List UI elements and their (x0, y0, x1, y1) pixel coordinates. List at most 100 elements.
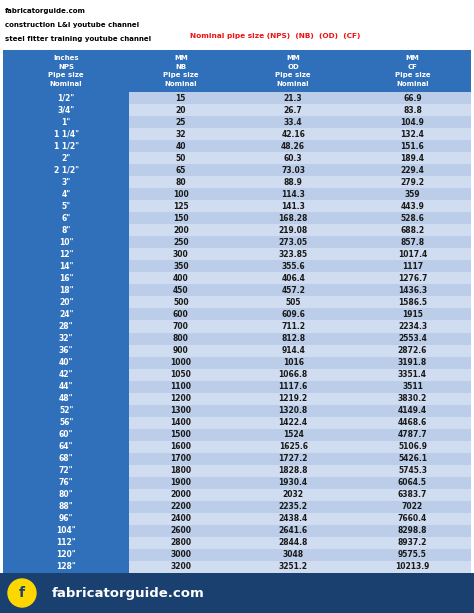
Bar (129, 525, 232, 537)
Text: 1000: 1000 (170, 358, 191, 367)
Text: 1200: 1200 (170, 394, 191, 403)
Text: 1117.6: 1117.6 (279, 382, 308, 391)
Text: 914.4: 914.4 (281, 346, 305, 355)
Bar (232, 92, 354, 104)
Text: 1400: 1400 (170, 418, 191, 427)
Text: 2400: 2400 (170, 514, 191, 524)
Bar (354, 561, 471, 573)
Text: 8": 8" (62, 226, 71, 235)
Text: 609.6: 609.6 (281, 310, 305, 319)
Bar (3, 561, 129, 573)
Bar (129, 261, 232, 272)
Text: 812.8: 812.8 (281, 334, 305, 343)
Bar (3, 116, 129, 128)
Text: 128": 128" (56, 563, 76, 571)
Text: 1276.7: 1276.7 (398, 274, 427, 283)
Bar (232, 513, 354, 525)
Text: Pipe size: Pipe size (48, 72, 84, 78)
Text: 2032: 2032 (283, 490, 304, 500)
Text: 2235.2: 2235.2 (279, 503, 308, 511)
Text: 3": 3" (62, 178, 71, 187)
Text: 26.7: 26.7 (284, 105, 302, 115)
Bar (3, 549, 129, 561)
Bar (232, 465, 354, 477)
Text: 1300: 1300 (170, 406, 191, 415)
Bar (232, 164, 354, 176)
Text: 1016: 1016 (283, 358, 304, 367)
Text: Pipe size: Pipe size (275, 72, 311, 78)
Bar (129, 321, 232, 332)
Bar (3, 164, 129, 176)
Text: Nominal: Nominal (164, 81, 197, 87)
Bar (3, 297, 129, 308)
Bar (3, 525, 129, 537)
Text: 6": 6" (62, 214, 71, 223)
Bar (354, 272, 471, 284)
Bar (354, 381, 471, 392)
Bar (232, 453, 354, 465)
Text: 65: 65 (176, 166, 186, 175)
Text: 1/2": 1/2" (57, 94, 75, 102)
Bar (354, 308, 471, 321)
Bar (129, 188, 232, 200)
Bar (232, 284, 354, 297)
Text: Nominal: Nominal (396, 81, 429, 87)
Text: 2800: 2800 (170, 538, 191, 547)
Text: 857.8: 857.8 (401, 238, 425, 247)
Text: 1500: 1500 (170, 430, 191, 439)
Text: 8937.2: 8937.2 (398, 538, 427, 547)
Text: 7660.4: 7660.4 (398, 514, 427, 524)
Bar (3, 261, 129, 272)
Bar (3, 417, 129, 428)
Bar (129, 176, 232, 188)
Bar (232, 525, 354, 537)
Bar (129, 248, 232, 261)
Bar (354, 297, 471, 308)
Bar (129, 477, 232, 489)
Bar (232, 188, 354, 200)
Text: 80: 80 (175, 178, 186, 187)
Bar (354, 140, 471, 152)
Text: 2553.4: 2553.4 (398, 334, 427, 343)
Bar (354, 50, 471, 92)
Bar (354, 549, 471, 561)
Bar (232, 549, 354, 561)
Text: 5": 5" (62, 202, 71, 211)
Text: 1320.8: 1320.8 (279, 406, 308, 415)
Text: 2234.3: 2234.3 (398, 322, 427, 331)
Bar (3, 92, 129, 104)
Bar (354, 345, 471, 357)
Bar (354, 248, 471, 261)
Bar (129, 200, 232, 212)
Bar (3, 537, 129, 549)
Text: 50: 50 (176, 154, 186, 162)
Bar (3, 236, 129, 248)
Bar (3, 368, 129, 381)
Bar (3, 128, 129, 140)
Bar (232, 428, 354, 441)
Text: 6383.7: 6383.7 (398, 490, 427, 500)
Bar (232, 332, 354, 345)
Text: 52": 52" (59, 406, 73, 415)
Bar (354, 236, 471, 248)
Text: fabricatorguide.com: fabricatorguide.com (5, 8, 86, 14)
Bar (232, 561, 354, 573)
Bar (0, 573, 474, 613)
Bar (129, 513, 232, 525)
Text: 150: 150 (173, 214, 189, 223)
Text: Nominal: Nominal (50, 81, 82, 87)
Text: 900: 900 (173, 346, 189, 355)
Bar (232, 405, 354, 417)
Bar (129, 308, 232, 321)
Text: 3511: 3511 (402, 382, 423, 391)
Bar (129, 236, 232, 248)
Text: 2600: 2600 (170, 527, 191, 535)
Text: 28": 28" (59, 322, 73, 331)
Bar (3, 405, 129, 417)
Bar (3, 441, 129, 453)
Text: 7022: 7022 (402, 503, 423, 511)
Bar (232, 140, 354, 152)
Text: 5745.3: 5745.3 (398, 466, 427, 475)
Text: 3191.8: 3191.8 (398, 358, 427, 367)
Text: 2 1/2": 2 1/2" (54, 166, 79, 175)
